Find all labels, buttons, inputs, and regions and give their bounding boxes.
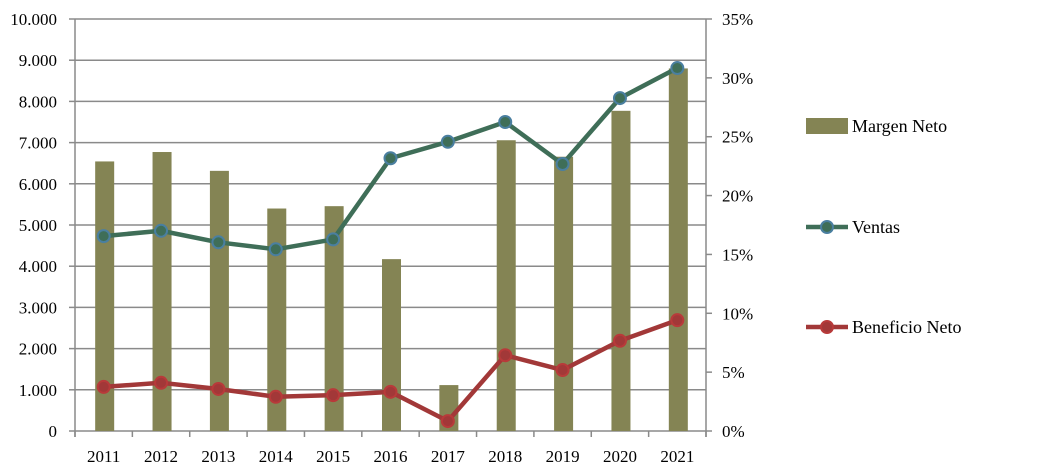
marker-ventas <box>555 157 570 172</box>
bar-2015 <box>324 206 344 431</box>
marker-ventas <box>326 232 341 247</box>
axes: 0 1.000 2.000 3.000 4.000 5.000 6.000 7.000 8.00… <box>10 10 753 466</box>
lines <box>96 61 685 429</box>
legend-marker <box>820 320 834 334</box>
x-tick-label: 2011 <box>87 447 120 466</box>
right-tick-label: 20% <box>722 187 753 206</box>
x-tick-label: 2015 <box>316 447 350 466</box>
x-tick-label: 2014 <box>259 447 294 466</box>
bar-2013 <box>209 170 229 431</box>
bar-2020 <box>611 110 631 432</box>
x-tick-label: 2018 <box>488 447 522 466</box>
marker-beneficio-neto <box>383 384 398 399</box>
left-tick-label: 9.000 <box>19 51 57 70</box>
bar-2012 <box>152 152 172 431</box>
left-tick-label: 8.000 <box>19 92 57 111</box>
left-tick-label: 5.000 <box>19 216 57 235</box>
bar-2018 <box>496 140 516 431</box>
left-tick-label: 7.000 <box>19 134 57 153</box>
right-tick-label: 0% <box>722 422 745 441</box>
legend-label: Beneficio Neto <box>852 317 961 337</box>
marker-ventas <box>498 115 513 129</box>
x-tick-label: 2016 <box>374 447 408 466</box>
x-tick-label: 2019 <box>546 447 580 466</box>
bar-2016 <box>382 259 401 431</box>
legend-swatch <box>806 118 848 134</box>
left-tick-label: 0 <box>49 422 58 441</box>
right-tick-label: 30% <box>722 69 753 88</box>
left-tick-label: 10.000 <box>10 10 57 29</box>
marker-beneficio-neto <box>612 333 627 348</box>
marker-ventas <box>670 61 685 76</box>
marker-ventas <box>383 151 398 166</box>
x-tick-label: 2012 <box>144 447 178 466</box>
left-tick-label: 6.000 <box>19 175 57 194</box>
marker-ventas <box>612 91 627 106</box>
x-tick-label: 2021 <box>660 447 694 466</box>
legend: Margen Neto Ventas Beneficio Neto <box>806 116 961 337</box>
marker-ventas <box>96 229 111 244</box>
marker-beneficio-neto <box>154 375 169 390</box>
right-tick-label: 35% <box>722 10 753 29</box>
bars <box>95 68 688 432</box>
legend-label: Margen Neto <box>852 116 947 136</box>
x-tick-label: 2020 <box>603 447 637 466</box>
marker-beneficio-neto <box>268 389 283 404</box>
marker-ventas <box>440 134 455 149</box>
marker-beneficio-neto <box>498 348 513 363</box>
marker-beneficio-neto <box>326 388 341 403</box>
marker-ventas <box>154 223 169 238</box>
bar-2014 <box>267 208 287 431</box>
bar-2021 <box>668 68 688 431</box>
legend-marker <box>820 220 834 234</box>
left-tick-label: 3.000 <box>19 298 57 317</box>
right-tick-label: 25% <box>722 128 753 147</box>
bar-2019 <box>554 156 574 431</box>
bar-2011 <box>95 161 115 432</box>
right-tick-label: 10% <box>722 304 753 323</box>
right-tick-label: 5% <box>722 363 745 382</box>
left-tick-label: 4.000 <box>19 257 57 276</box>
marker-beneficio-neto <box>96 379 111 394</box>
marker-beneficio-neto <box>211 381 226 396</box>
marker-ventas <box>268 242 283 257</box>
x-tick-label: 2017 <box>431 447 466 466</box>
legend-label: Ventas <box>852 217 900 237</box>
marker-beneficio-neto <box>440 414 455 429</box>
marker-ventas <box>211 235 226 250</box>
marker-beneficio-neto <box>555 363 570 378</box>
left-tick-label: 1.000 <box>19 381 57 400</box>
left-tick-label: 2.000 <box>19 340 57 359</box>
marker-beneficio-neto <box>670 313 685 328</box>
right-tick-label: 15% <box>722 245 753 264</box>
x-tick-label: 2013 <box>201 447 235 466</box>
